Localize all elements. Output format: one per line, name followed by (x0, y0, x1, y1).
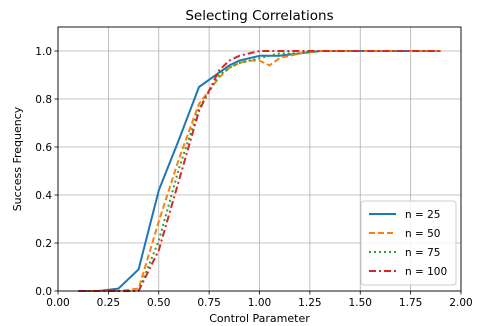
x-tick-label: 0.75 (197, 297, 220, 309)
y-tick-label: 0.8 (35, 94, 52, 106)
series-line (78, 50, 441, 292)
legend-box (360, 200, 457, 286)
legend-label: n = 100 (405, 266, 447, 278)
chart-title: Selecting Correlations (185, 8, 333, 24)
x-tick-label: 0.00 (46, 297, 69, 309)
x-axis-ticks: 0.00 0.25 0.50 0.75 1.00 1.25 1.50 1.75 2.00 (46, 291, 473, 309)
y-tick-label: 0.0 (35, 286, 52, 298)
legend-label: n = 50 (405, 228, 441, 240)
legend-label: n = 75 (405, 247, 441, 259)
y-axis-label: Success Frequency (11, 106, 24, 211)
y-tick-label: 0.4 (35, 190, 52, 202)
x-tick-label: 1.75 (399, 297, 422, 309)
x-axis-label: Control Parameter (209, 312, 310, 325)
legend-label: n = 25 (405, 209, 441, 221)
series-layer (78, 50, 441, 292)
grid (57, 27, 462, 292)
y-axis-ticks: 0.0 0.2 0.4 0.6 0.8 1.0 (35, 46, 58, 298)
x-tick-label: 0.50 (147, 297, 170, 309)
series-line (78, 50, 441, 292)
x-tick-label: 0.25 (97, 297, 120, 309)
x-tick-label: 1.00 (248, 297, 271, 309)
x-tick-label: 2.00 (449, 297, 472, 309)
x-tick-label: 1.25 (298, 297, 321, 309)
y-tick-label: 1.0 (35, 46, 52, 58)
y-tick-label: 0.2 (35, 238, 52, 250)
series-line (78, 50, 441, 292)
x-tick-label: 1.50 (349, 297, 372, 309)
legend: n = 25 n = 50 n = 75 n = 100 (360, 200, 457, 286)
y-tick-label: 0.6 (35, 142, 52, 154)
